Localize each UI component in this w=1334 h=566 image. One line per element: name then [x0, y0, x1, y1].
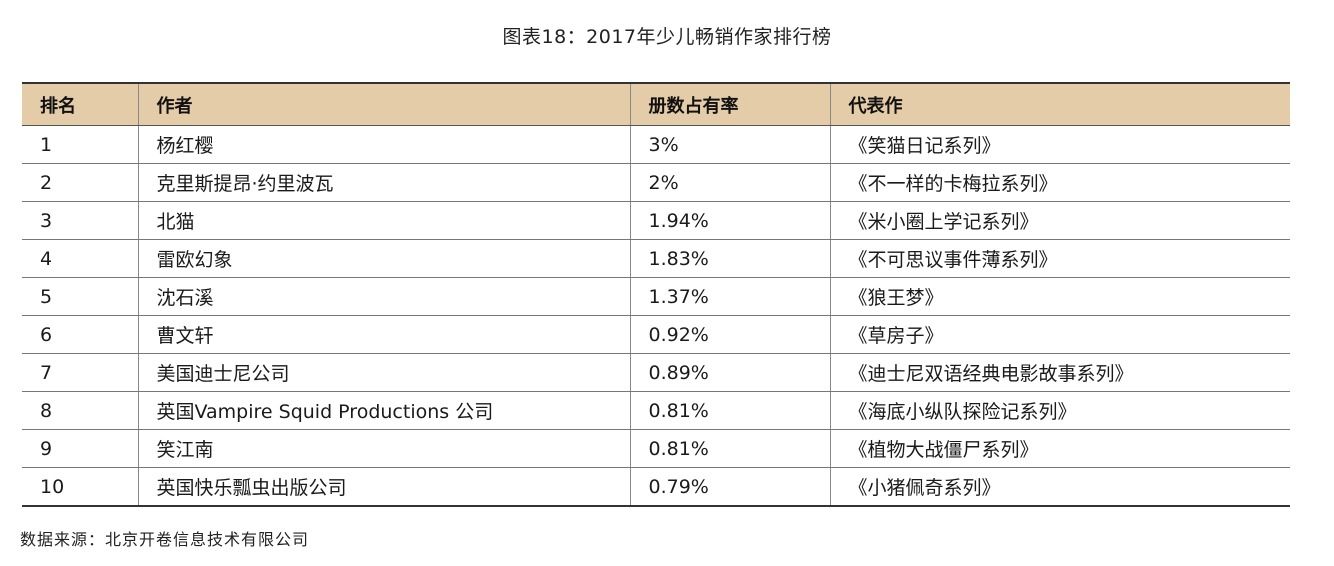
table-row: 3 北猫 1.94% 《米小圈上学记系列》 [22, 201, 1290, 240]
header-representative-work: 代表作 [829, 82, 1290, 126]
header-author: 作者 [137, 82, 630, 126]
cell-rank: 8 [22, 391, 138, 430]
cell-rank: 5 [22, 277, 138, 316]
cell-author: 英国Vampire Squid Productions 公司 [137, 391, 630, 430]
cell-work: 《笑猫日记系列》 [829, 125, 1290, 164]
cell-author: 美国迪士尼公司 [137, 353, 630, 392]
table-title: 图表18：2017年少儿畅销作家排行榜 [502, 26, 832, 48]
table-row: 8 英国Vampire Squid Productions 公司 0.81% 《… [22, 391, 1290, 430]
header-share: 册数占有率 [629, 82, 830, 126]
cell-work: 《海底小纵队探险记系列》 [829, 391, 1290, 430]
cell-work: 《狼王梦》 [829, 277, 1290, 316]
cell-work: 《植物大战僵尸系列》 [829, 429, 1290, 468]
cell-share: 3% [629, 125, 830, 164]
table-row: 6 曹文轩 0.92% 《草房子》 [22, 315, 1290, 354]
cell-work: 《不一样的卡梅拉系列》 [829, 163, 1290, 202]
data-source-note: 数据来源：北京开卷信息技术有限公司 [20, 530, 310, 549]
cell-share: 0.92% [629, 315, 830, 354]
cell-author: 杨红樱 [137, 125, 630, 164]
cell-share: 1.94% [629, 201, 830, 240]
cell-share: 1.83% [629, 239, 830, 278]
cell-author: 沈石溪 [137, 277, 630, 316]
table-row: 1 杨红樱 3% 《笑猫日记系列》 [22, 125, 1290, 164]
cell-work: 《米小圈上学记系列》 [829, 201, 1290, 240]
cell-work: 《迪士尼双语经典电影故事系列》 [829, 353, 1290, 392]
cell-rank: 2 [22, 163, 138, 202]
table-header-row: 排名 作者 册数占有率 代表作 [22, 82, 1290, 126]
cell-rank: 4 [22, 239, 138, 278]
cell-share: 0.81% [629, 429, 830, 468]
cell-share: 1.37% [629, 277, 830, 316]
header-rank: 排名 [22, 82, 138, 126]
cell-rank: 6 [22, 315, 138, 354]
cell-share: 0.81% [629, 391, 830, 430]
cell-author: 笑江南 [137, 429, 630, 468]
cell-share: 2% [629, 163, 830, 202]
cell-work: 《草房子》 [829, 315, 1290, 354]
table-row: 7 美国迪士尼公司 0.89% 《迪士尼双语经典电影故事系列》 [22, 353, 1290, 392]
cell-author: 克里斯提昂·约里波瓦 [137, 163, 630, 202]
cell-rank: 9 [22, 429, 138, 468]
cell-work: 《小猪佩奇系列》 [829, 467, 1290, 507]
cell-rank: 10 [22, 467, 138, 507]
cell-author: 曹文轩 [137, 315, 630, 354]
ranking-table: 排名 作者 册数占有率 代表作 1 杨红樱 3% 《笑猫日记系列》 2 克里斯提… [22, 82, 1290, 507]
cell-share: 0.89% [629, 353, 830, 392]
cell-author: 北猫 [137, 201, 630, 240]
table-row: 5 沈石溪 1.37% 《狼王梦》 [22, 277, 1290, 316]
cell-author: 英国快乐瓢虫出版公司 [137, 467, 630, 507]
cell-work: 《不可思议事件薄系列》 [829, 239, 1290, 278]
table-row: 2 克里斯提昂·约里波瓦 2% 《不一样的卡梅拉系列》 [22, 163, 1290, 202]
cell-rank: 3 [22, 201, 138, 240]
cell-rank: 1 [22, 125, 138, 164]
cell-rank: 7 [22, 353, 138, 392]
table-row: 10 英国快乐瓢虫出版公司 0.79% 《小猪佩奇系列》 [22, 467, 1290, 507]
cell-author: 雷欧幻象 [137, 239, 630, 278]
table-row: 9 笑江南 0.81% 《植物大战僵尸系列》 [22, 429, 1290, 468]
table-row: 4 雷欧幻象 1.83% 《不可思议事件薄系列》 [22, 239, 1290, 278]
cell-share: 0.79% [629, 467, 830, 507]
